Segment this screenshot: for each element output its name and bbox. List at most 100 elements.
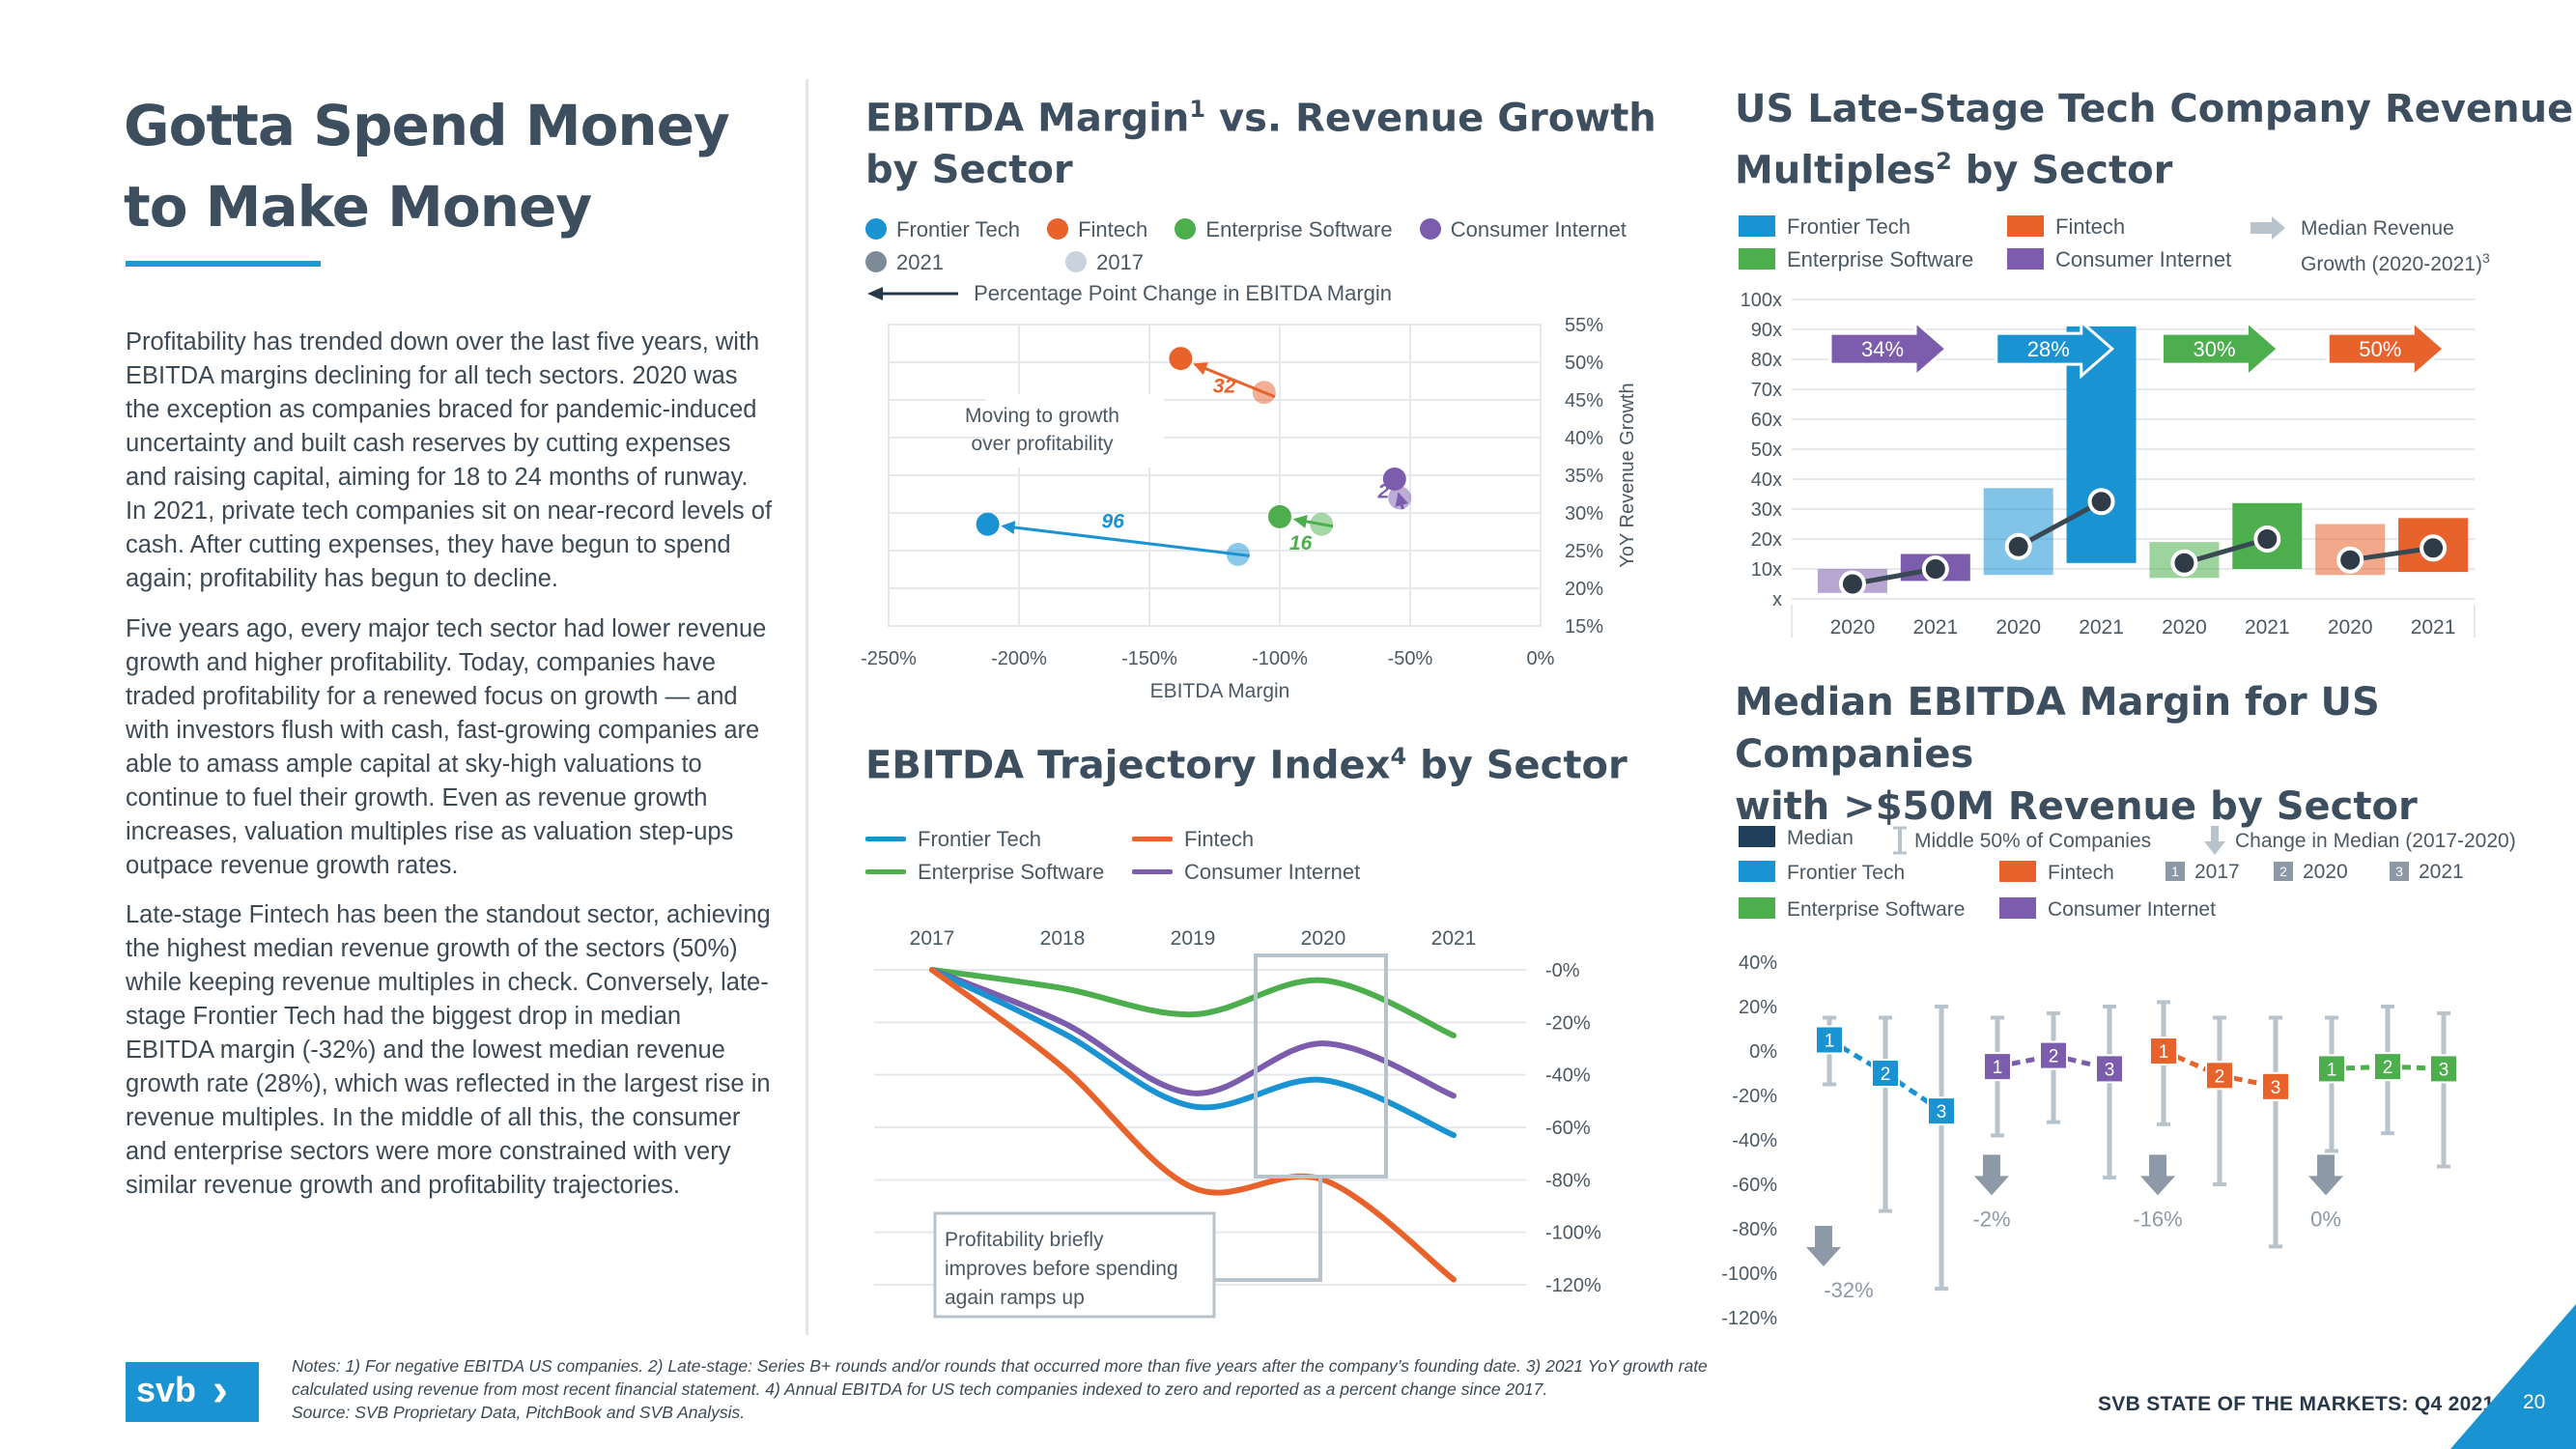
consumer-internet-growth-arrow	[1828, 318, 1949, 380]
multiples-chart-title: US Late-Stage Tech Company Revenue Multi…	[1735, 83, 2573, 196]
multiples-legend: Frontier Tech Fintech Enterprise Softwar…	[1739, 214, 2231, 272]
traj-legend-enterprise-label: Enterprise Software	[918, 860, 1105, 884]
frontier-tech-2017-point	[1226, 542, 1250, 566]
med-legend-frontier: Frontier Tech	[1739, 861, 1905, 885]
scatter-legend-row1: Frontier Tech Fintech Enterprise Softwar…	[865, 217, 1627, 242]
fintech-change-label: -16%	[2133, 1207, 2182, 1231]
scatter-y-tick: 35%	[1565, 466, 1603, 487]
consumer-internet-growth-label: 34%	[1861, 337, 1904, 361]
callout-line3: again ramps up	[945, 1287, 1085, 1309]
page-number: 20	[2523, 1391, 2546, 1413]
consumer-internet-2017-point	[1388, 486, 1412, 510]
enterprise-swatch-icon	[1739, 248, 1775, 270]
fintech-median-marker-label: 1	[2159, 1042, 2169, 1063]
median-chart-title: Median EBITDA Margin for US Companies wi…	[1735, 676, 2576, 833]
callout-connector	[1214, 1177, 1322, 1282]
enterprise-software-2021-point	[1268, 504, 1291, 528]
frontier-tech-growth-arrow	[1995, 318, 2115, 380]
consumer-internet-median-marker-label: 1	[1993, 1058, 2003, 1078]
mult-legend-fintech-label: Fintech	[2055, 214, 2126, 239]
med-legend-middle: Middle 50% of Companies	[1891, 826, 2151, 855]
enterprise-line-icon	[865, 869, 906, 874]
scatter-title-line2: by Sector	[865, 148, 1073, 193]
scatter-axes: -250% -200% -150% -100% -50% 0% 55% 50% 45% 40% 35…	[861, 315, 1603, 669]
median-y-tick: -60%	[1732, 1175, 1777, 1196]
trajectory-axes: 2017 2018 2019 2020 2021 -0% -20% -40% -60% -80% -…	[910, 927, 1601, 1296]
multiples-chart: 34% 28% 30% 50% 100x 90x 80x 70x 60x 50x 40x 30x 20…	[1741, 290, 2476, 639]
svb-logo[interactable]: svb ›	[126, 1362, 259, 1422]
med-legend-consumer: Consumer Internet	[1999, 897, 2216, 922]
enterprise-software-trajectory-line	[929, 967, 1457, 1038]
multiples-y-tick: 20x	[1751, 529, 1782, 551]
fintech-swatch-icon	[2007, 215, 2044, 237]
footer-report-name: SVB STATE OF THE MARKETS: Q4 2021	[2098, 1393, 2495, 1415]
consumer-internet-2021-median-dot	[1921, 555, 1949, 582]
footnote-line2: calculated using revenue from most recen…	[292, 1379, 1548, 1399]
median-y-tick: -100%	[1721, 1264, 1777, 1285]
multiples-x-tick: 2021	[2411, 616, 2456, 639]
legend-2021-label: 2021	[896, 250, 944, 274]
annotation-box	[985, 394, 1164, 468]
median-y-tick: 40%	[1739, 952, 1777, 974]
trajectory-title-sup: 4	[1390, 743, 1407, 770]
median-marks: 1 2 3 -32% 1 2 3 -2% 1 2 3 -16% 1 2 3 0%	[1806, 1000, 2458, 1302]
callout-line2: improves before spending	[945, 1258, 1178, 1280]
trajectory-chart: 2017 2018 2019 2020 2021 -0% -20% -40% -60% -80% -…	[874, 927, 1601, 1319]
mult-legend-growth-line1: Median Revenue	[2301, 217, 2454, 240]
enterprise-software-arrow-head	[1292, 514, 1308, 528]
trajectory-y-tick: -60%	[1545, 1118, 1591, 1139]
mult-legend-growth: Median Revenue Growth (2020-2021)3	[2250, 214, 2490, 279]
mult-legend-enterprise: Enterprise Software	[1739, 247, 2007, 272]
fintech-2017-point	[1252, 381, 1276, 405]
frontier-tech-change-label: 96	[1102, 510, 1125, 532]
consumer-line-icon	[1132, 869, 1173, 874]
fintech-median-connector	[2349, 545, 2434, 563]
range-bar-icon	[1893, 826, 1907, 855]
trajectory-y-tick: -80%	[1545, 1170, 1591, 1191]
legend-enterprise: Enterprise Software	[1175, 217, 1393, 242]
trajectory-y-tick: -100%	[1545, 1223, 1601, 1244]
scatter-y-tick: 20%	[1565, 579, 1603, 600]
enterprise-software-growth-label: 30%	[2193, 337, 2235, 361]
year-2021-dot-icon	[865, 251, 887, 272]
enterprise-software-change-arrow	[2308, 1154, 2343, 1196]
page-title-line1: Gotta Spend Money	[124, 93, 730, 158]
multiples-y-tick: 10x	[1751, 559, 1782, 581]
scatter-title-rest: vs. Revenue Growth	[1205, 96, 1656, 141]
med-legend-change: Change in Median (2017-2020)	[2204, 826, 2516, 855]
mult-legend-enterprise-label: Enterprise Software	[1787, 247, 1974, 271]
multiples-x-tick: 2021	[2245, 616, 2290, 639]
fintech-trajectory-line	[929, 967, 1457, 1283]
multiples-title-rest: by Sector	[1951, 148, 2173, 193]
consumer-internet-2020-median-dot	[1838, 570, 1866, 598]
trajectory-x-tick: 2020	[1301, 927, 1346, 950]
consumer-internet-change-arrow	[1974, 1154, 2009, 1196]
callout-box	[933, 1211, 1216, 1319]
multiples-x-tick: 2020	[2328, 616, 2373, 639]
scatter-gridlines	[888, 324, 1542, 627]
median-y-tick: -80%	[1732, 1219, 1777, 1240]
traj-legend-fintech: Fintech	[1132, 827, 1254, 852]
frontier-tech-median-marker	[1815, 1025, 1844, 1055]
body-paragraph-3: Late-stage Fintech has been the standout…	[126, 901, 771, 1199]
scatter-y-tick: 30%	[1565, 503, 1603, 525]
frontier-tech-median-marker	[1927, 1096, 1956, 1126]
multiples-y-tick: x	[1772, 589, 1782, 611]
multiples-y-tick: 30x	[1751, 499, 1782, 521]
frontier-tech-median-connector	[2017, 499, 2103, 549]
enterprise-software-change-label: 16	[1289, 532, 1313, 554]
trajectory-y-tick: -40%	[1545, 1065, 1591, 1087]
multiples-y-tick: 60x	[1751, 410, 1782, 431]
annotation-line2: over profitability	[971, 433, 1114, 455]
multiples-y-tick: 100x	[1741, 290, 1782, 311]
med-legend-2020-label: 2020	[2303, 861, 2348, 883]
med-legend-change-label: Change in Median (2017-2020)	[2235, 830, 2516, 852]
med-legend-2021-label: 2021	[2419, 861, 2464, 883]
fintech-dot-icon	[1047, 218, 1069, 240]
trajectory-x-tick: 2021	[1431, 927, 1477, 950]
trajectory-lines	[929, 967, 1457, 1283]
median-title-line1: Median EBITDA Margin for US Companies	[1735, 680, 2380, 777]
consumer-swatch-icon	[1999, 897, 2036, 919]
year-2017-dot-icon	[1065, 251, 1088, 272]
scatter-title-sup: 1	[1189, 96, 1206, 123]
